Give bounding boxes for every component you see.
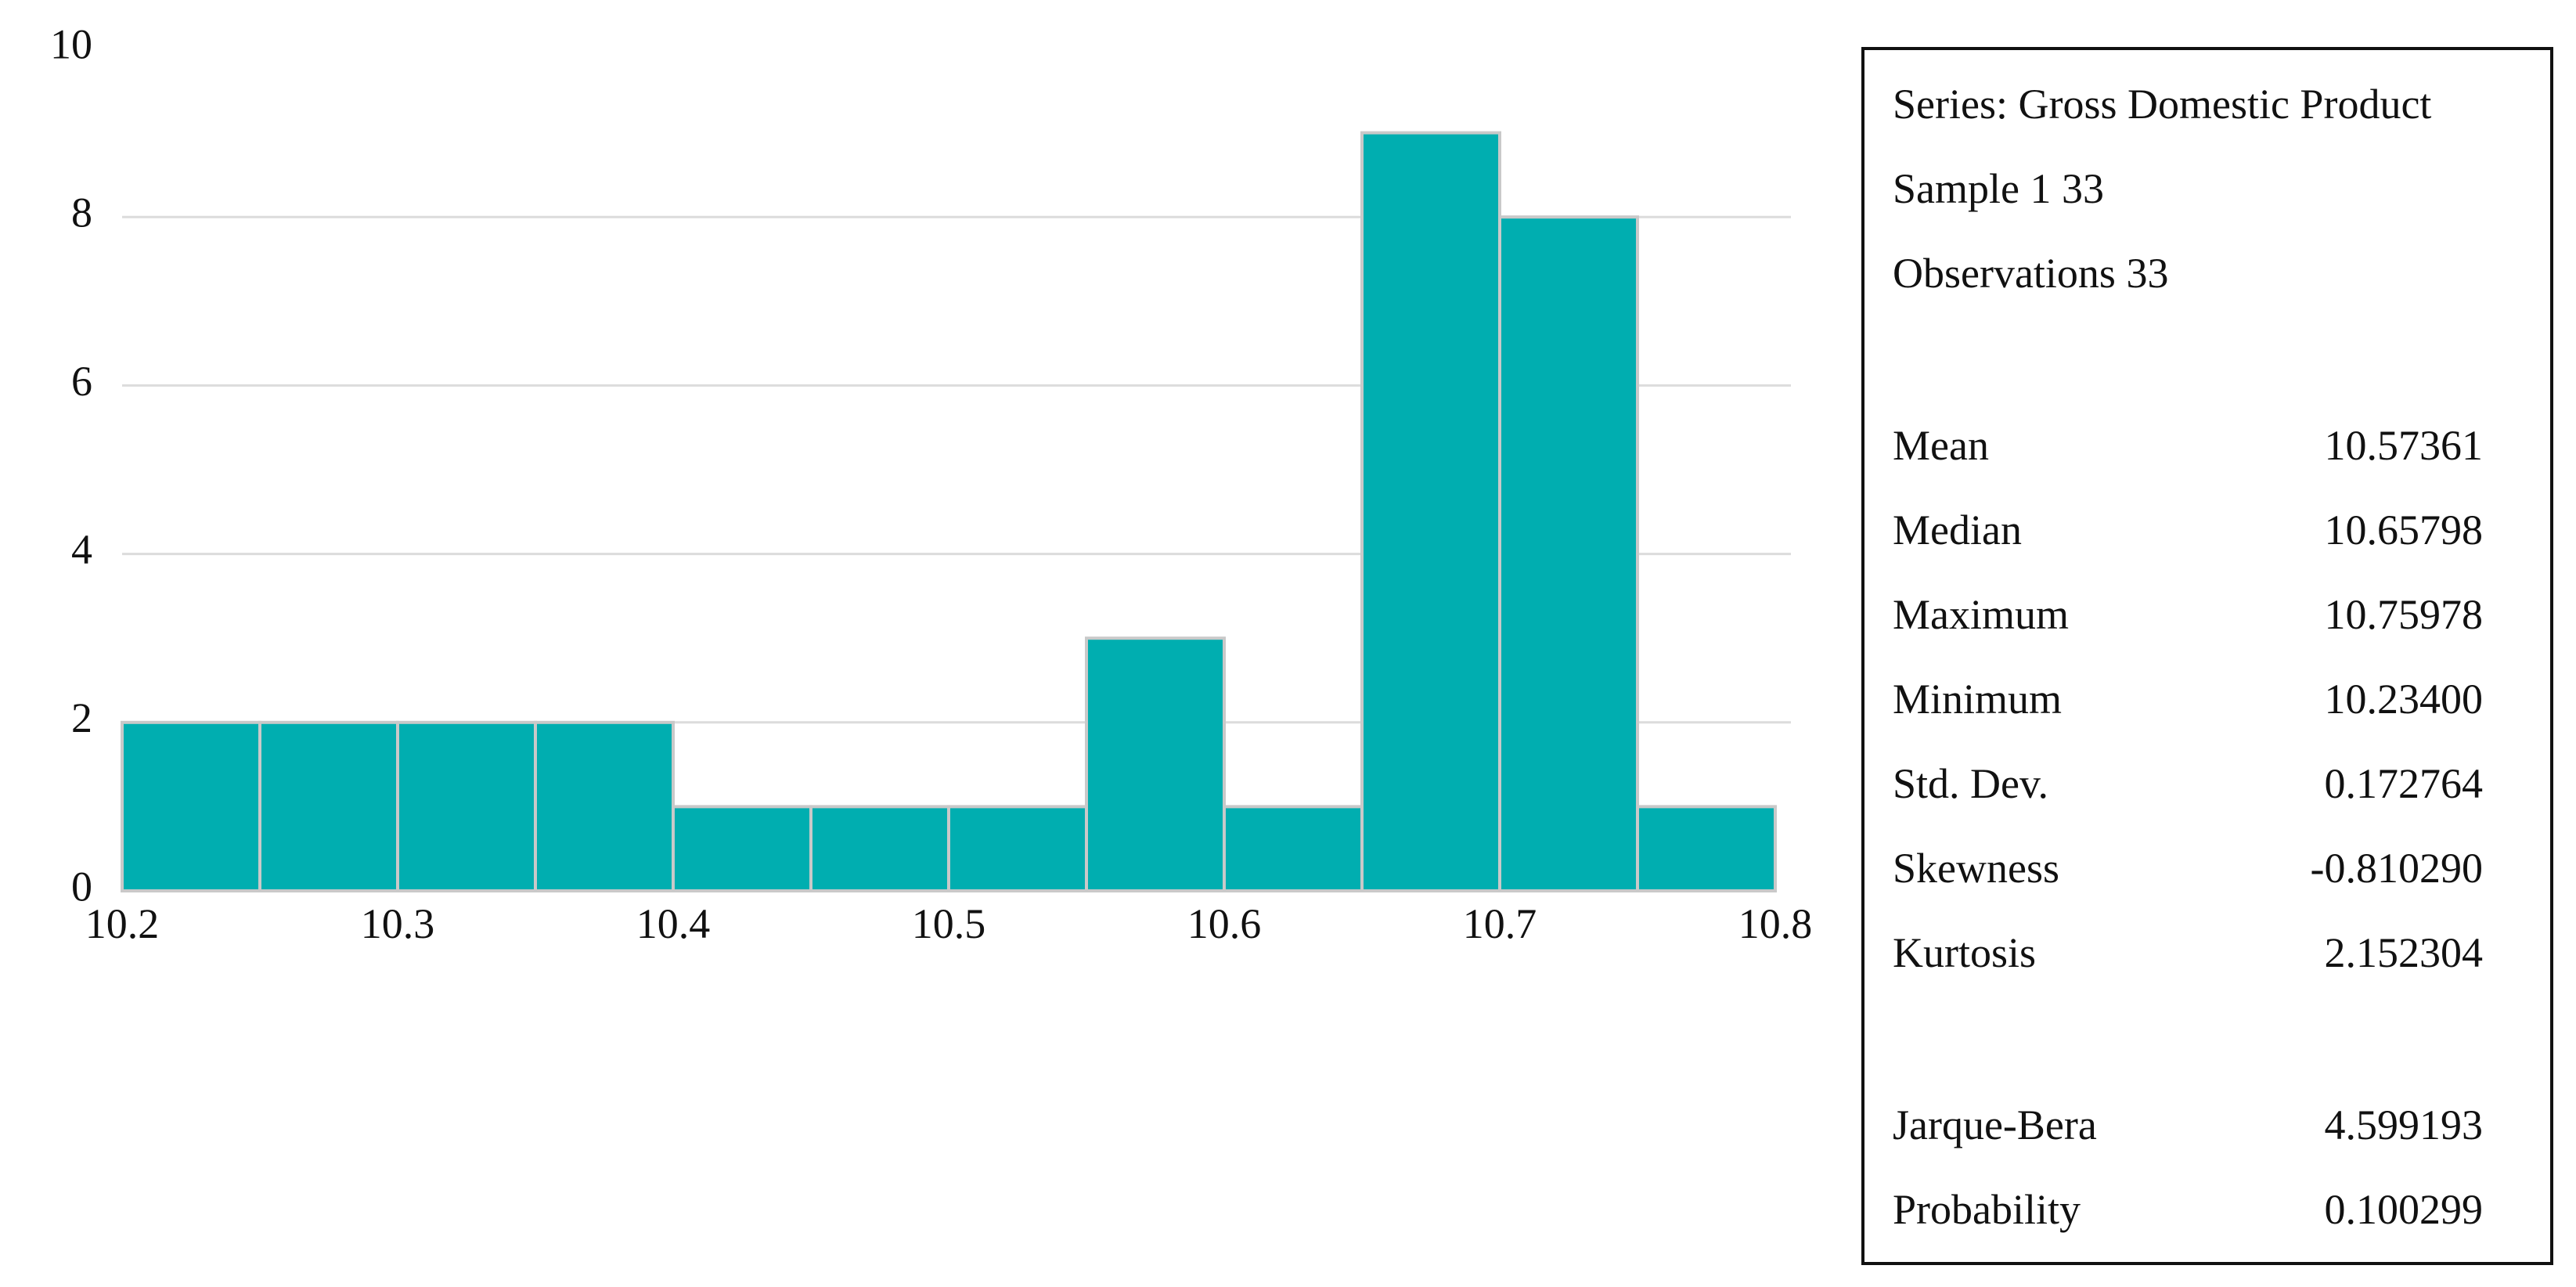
histogram-bar (1223, 805, 1364, 893)
statistics-panel: Series: Gross Domestic Product Sample 1 … (1861, 47, 2553, 1265)
observations-count: Observations 33 (1893, 250, 2169, 297)
stat-value-kurtosis: 2.152304 (2324, 929, 2484, 976)
stat-value-skewness: -0.810290 (2310, 845, 2483, 892)
y-axis-ticks: 0 2 4 6 8 10 (50, 20, 92, 910)
stat-label-maximum: Maximum (1893, 591, 2069, 638)
stat-value-minimum: 10.23400 (2324, 676, 2484, 723)
y-tick-label: 0 (71, 863, 92, 910)
histogram-bar (121, 720, 261, 892)
histogram-bar (1360, 131, 1501, 893)
stat-label-skewness: Skewness (1893, 845, 2059, 892)
x-tick-label: 10.8 (1738, 900, 1813, 947)
histogram-bar (809, 805, 950, 893)
sample-range: Sample 1 33 (1893, 165, 2104, 212)
y-tick-label: 10 (50, 20, 92, 67)
y-tick-label: 8 (71, 189, 92, 236)
stat-label-probability: Probability (1893, 1186, 2081, 1233)
stat-value-std-dev: 0.172764 (2324, 760, 2484, 807)
x-tick-label: 10.4 (636, 900, 711, 947)
histogram-bar (1085, 636, 1226, 892)
histogram-bar (258, 720, 399, 892)
histogram-bar (1498, 215, 1639, 892)
x-axis-ticks: 10.2 10.3 10.4 10.5 10.6 10.7 10.8 (85, 900, 1813, 947)
y-tick-label: 2 (71, 694, 92, 741)
x-tick-label: 10.6 (1187, 900, 1262, 947)
stat-label-median: Median (1893, 507, 2022, 553)
stat-label-std-dev: Std. Dev. (1893, 760, 2048, 807)
histogram-bar (1636, 805, 1777, 893)
stat-value-probability: 0.100299 (2324, 1186, 2484, 1233)
stat-value-mean: 10.57361 (2324, 422, 2484, 469)
histogram-bar (396, 720, 537, 892)
stat-label-jarque-bera: Jarque-Bera (1893, 1101, 2097, 1148)
histogram-svg: 0 2 4 6 8 10 10.2 10.3 10.4 10.5 10.6 10.7 10.8 (50, 20, 1813, 947)
bar-layer (121, 131, 1777, 893)
x-tick-label: 10.2 (85, 900, 160, 947)
stat-value-jarque-bera: 4.599193 (2324, 1101, 2484, 1148)
histogram-chart: 0 2 4 6 8 10 10.2 10.3 10.4 10.5 10.6 10.7 10.8 (50, 20, 1813, 947)
histogram-bar (534, 720, 675, 892)
y-tick-label: 4 (71, 526, 92, 573)
x-tick-label: 10.7 (1463, 900, 1537, 947)
histogram-bar (947, 805, 1088, 893)
stat-value-maximum: 10.75978 (2324, 591, 2484, 638)
stat-label-minimum: Minimum (1893, 676, 2063, 723)
series-name: Series: Gross Domestic Product (1893, 81, 2432, 128)
histogram-bar (672, 805, 812, 893)
x-tick-label: 10.3 (361, 900, 435, 947)
x-tick-label: 10.5 (912, 900, 986, 947)
stat-label-kurtosis: Kurtosis (1893, 929, 2037, 976)
y-tick-label: 6 (71, 358, 92, 405)
stat-label-mean: Mean (1893, 422, 1989, 469)
stat-value-median: 10.65798 (2324, 507, 2484, 553)
